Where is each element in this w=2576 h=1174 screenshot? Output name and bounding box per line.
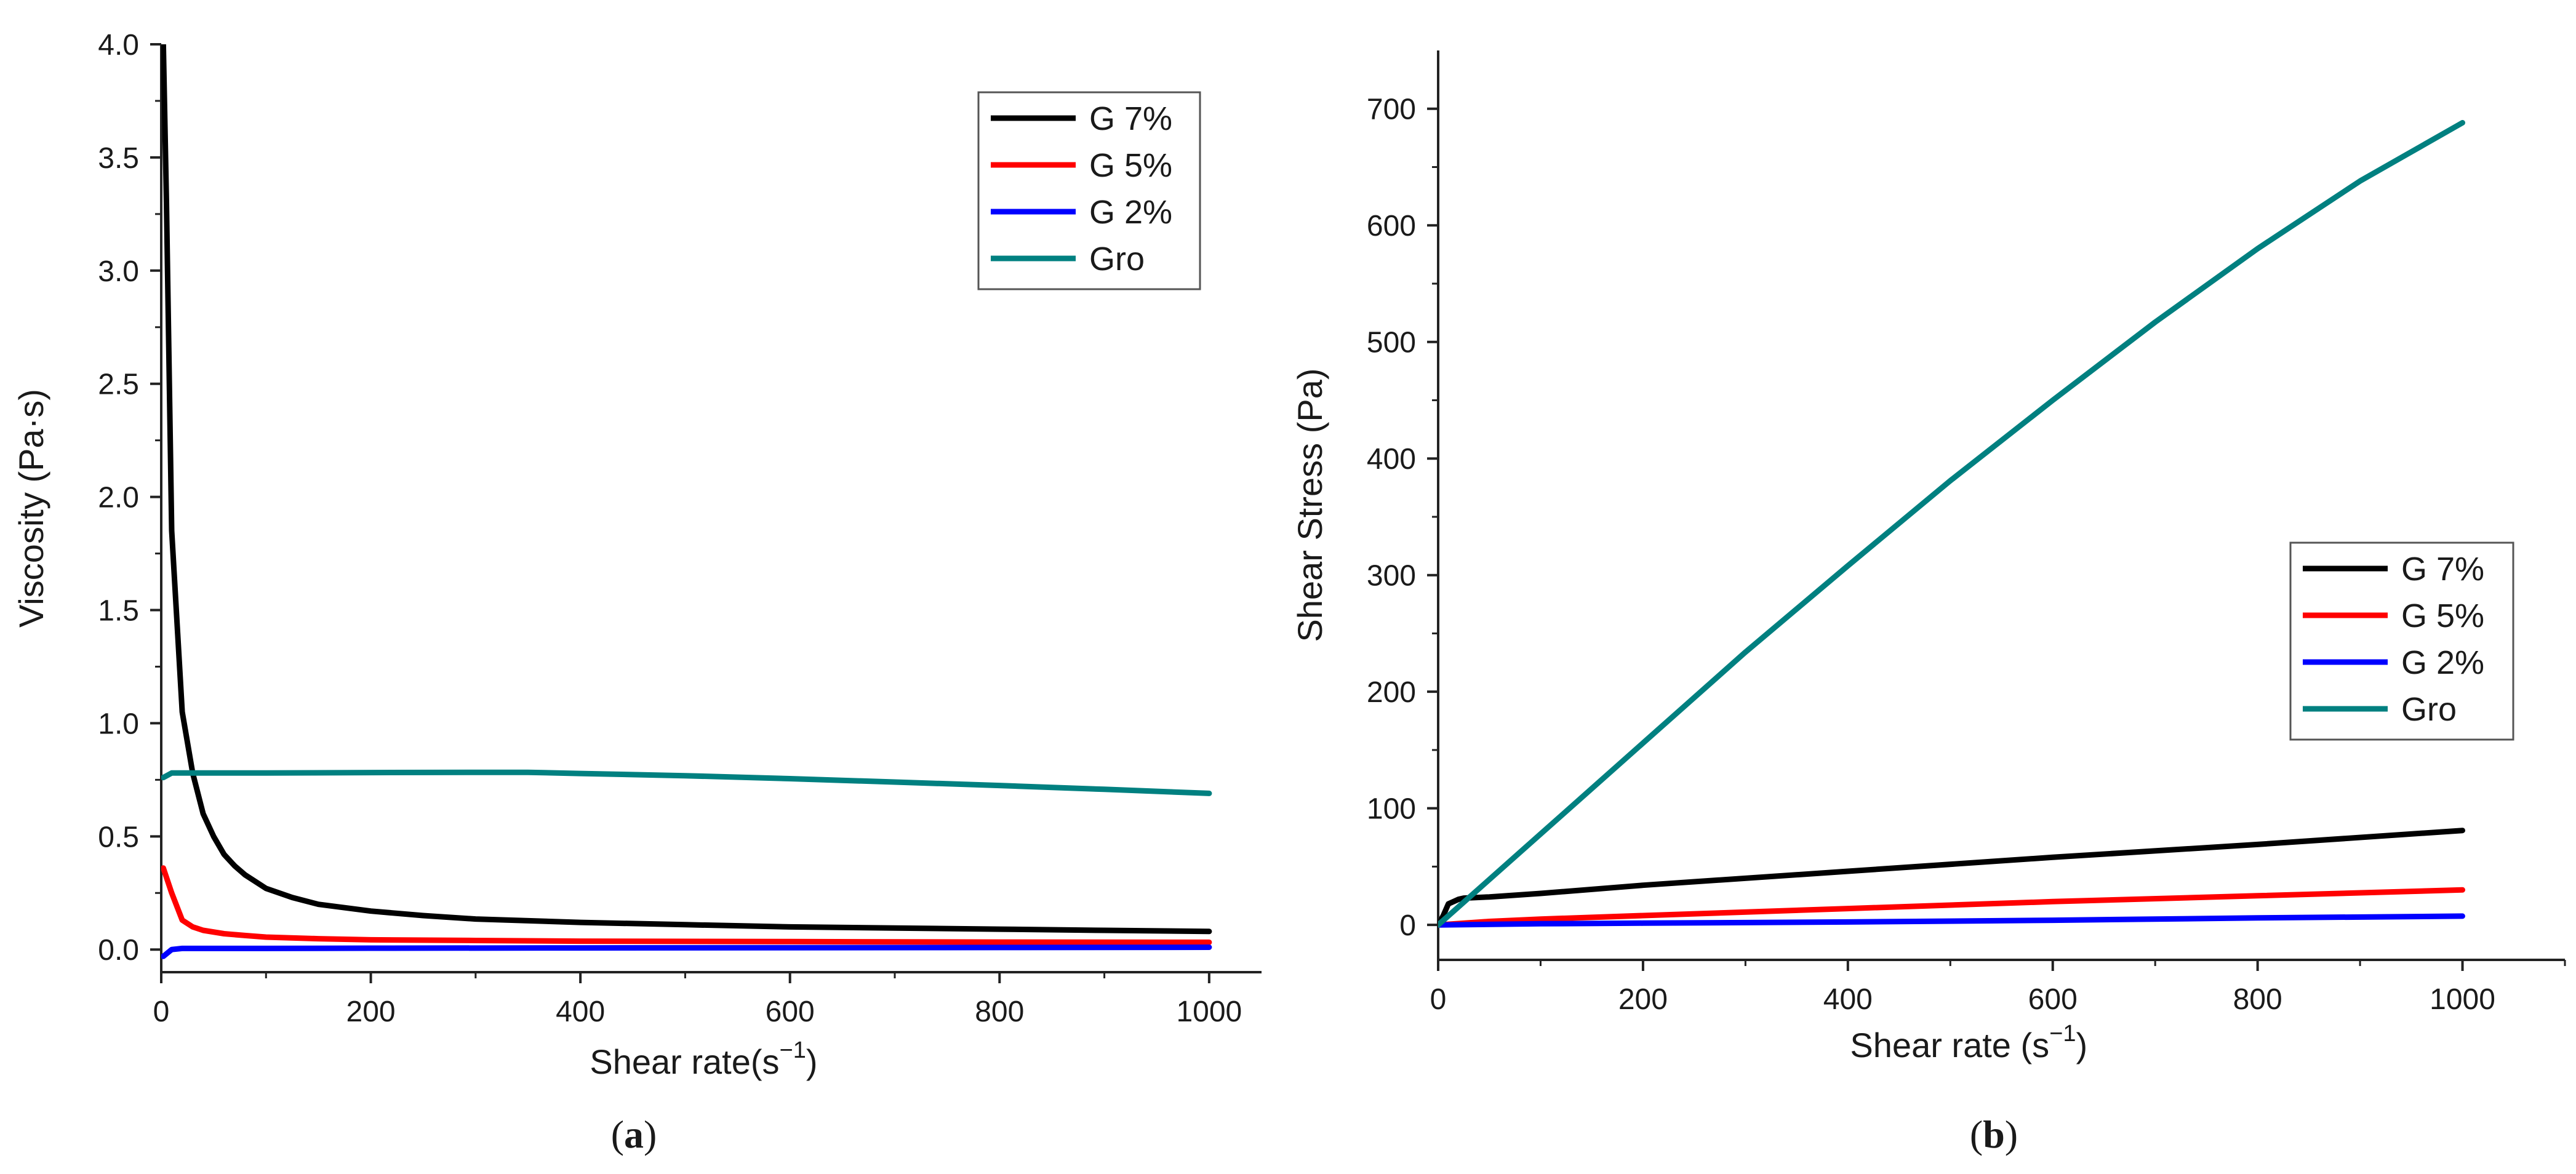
y-tick-label: 100 bbox=[1367, 793, 1416, 826]
series-line-gro bbox=[1438, 120, 2465, 928]
y-tick-label: 3.0 bbox=[98, 255, 139, 288]
y-axis-label: Viscosity (Pa·s) bbox=[12, 389, 50, 628]
legend-label: Gro bbox=[1089, 241, 1145, 278]
legend: G 7% G 5% G 2% Gro bbox=[977, 91, 1201, 290]
x-tick-label: 600 bbox=[766, 996, 815, 1028]
legend-label: G 5% bbox=[2401, 597, 2484, 634]
y-tick-label: 1.5 bbox=[98, 595, 139, 628]
y-tick-label: 0.5 bbox=[98, 821, 139, 853]
x-tick-label: 800 bbox=[975, 996, 1024, 1028]
x-axis-label: Shear rate(s−1) bbox=[590, 1037, 817, 1081]
caption: (a) bbox=[611, 1112, 657, 1156]
y-tick-label: 400 bbox=[1367, 443, 1416, 476]
legend-label: G 2% bbox=[1089, 194, 1172, 231]
y-tick-label: 2.5 bbox=[98, 369, 139, 401]
y-axis-label: Shear Stress (Pa) bbox=[1290, 368, 1329, 642]
legend-label: G 5% bbox=[1089, 147, 1172, 184]
series-group bbox=[1438, 120, 2465, 928]
caption: (b) bbox=[1970, 1112, 2018, 1156]
series-line-gro bbox=[161, 769, 1212, 796]
chart-a: 0 200 400 600 800 1000 0.0 0.5 1.0 1.5 2.0 2.5 3.0 3.… bbox=[12, 29, 1262, 1156]
x-tick-label: 800 bbox=[2233, 983, 2282, 1016]
x-tick-label: 400 bbox=[1823, 983, 1873, 1016]
y-tick-label: 4.0 bbox=[98, 29, 139, 62]
y-tick-label: 0 bbox=[1399, 909, 1416, 942]
legend: G 7% G 5% G 2% Gro bbox=[2289, 541, 2514, 741]
legend-label: G 7% bbox=[1089, 100, 1172, 137]
x-tick-label: 0 bbox=[1430, 983, 1447, 1016]
x-tick-label: 1000 bbox=[2430, 983, 2495, 1016]
series-line-g7 bbox=[161, 44, 1212, 935]
y-tick-label: 300 bbox=[1367, 560, 1416, 593]
x-axis-label: Shear rate (s−1) bbox=[1850, 1021, 2087, 1064]
y-tick-label: 2.0 bbox=[98, 482, 139, 514]
x-tick-label: 1000 bbox=[1176, 996, 1242, 1028]
x-tick-label: 600 bbox=[2028, 983, 2078, 1016]
legend-label: G 2% bbox=[2401, 644, 2484, 681]
series-line-g2 bbox=[161, 944, 1212, 959]
y-tick-label: 1.0 bbox=[98, 708, 139, 740]
series-line-g5 bbox=[161, 865, 1212, 945]
y-tick-label: 500 bbox=[1367, 327, 1416, 359]
legend-label: G 7% bbox=[2401, 551, 2484, 588]
y-tick-label: 700 bbox=[1367, 94, 1416, 126]
legend-label: Gro bbox=[2401, 691, 2457, 728]
y-tick-label: 3.5 bbox=[98, 142, 139, 175]
x-tick-label: 0 bbox=[153, 996, 170, 1028]
series-line-g7 bbox=[1438, 828, 2465, 928]
y-tick-label: 0.0 bbox=[98, 934, 139, 967]
series-group bbox=[161, 44, 1212, 959]
x-tick-label: 200 bbox=[1618, 983, 1668, 1016]
y-tick-label: 600 bbox=[1367, 210, 1416, 242]
y-tick-label: 200 bbox=[1367, 676, 1416, 709]
chart-b: 0 200 400 600 800 1000 0 100 200 300 400 500 600 700 G… bbox=[1290, 50, 2566, 1156]
series-line-g5 bbox=[1438, 887, 2465, 928]
x-tick-label: 200 bbox=[346, 996, 396, 1028]
series-line-g2 bbox=[1438, 913, 2465, 928]
x-tick-label: 400 bbox=[556, 996, 605, 1028]
